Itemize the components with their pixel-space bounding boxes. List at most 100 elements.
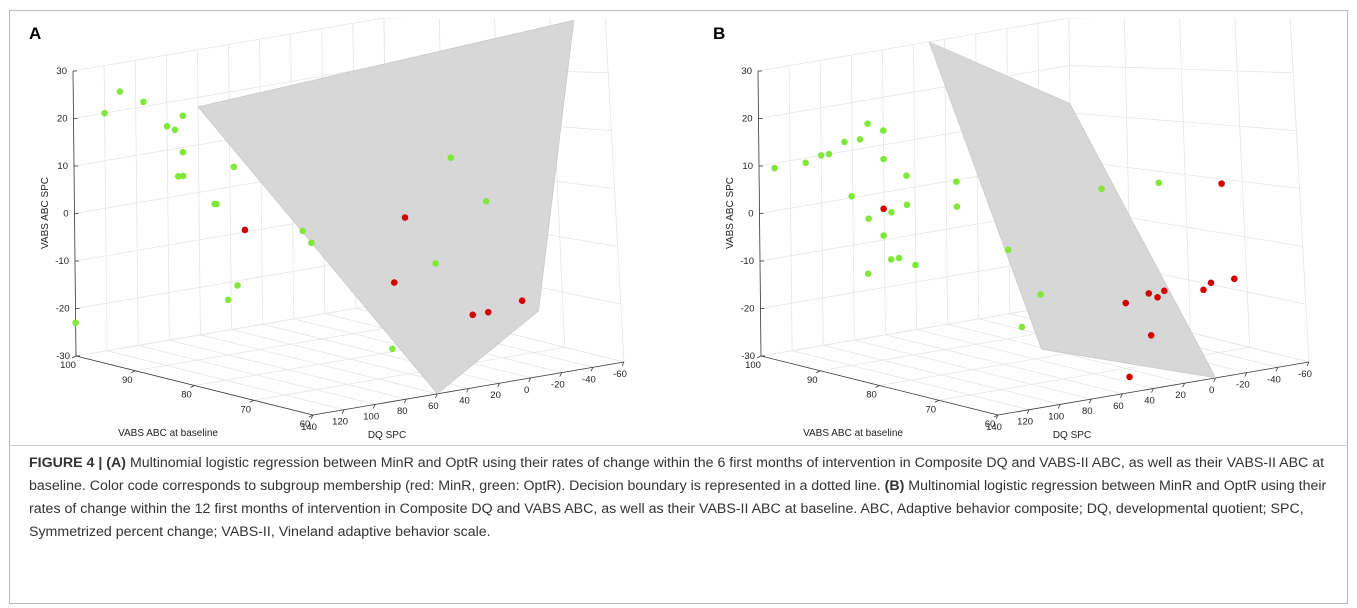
data-point-optr [1018,323,1026,331]
data-point-optr [864,270,872,277]
x-tick-mark [995,414,999,420]
x-tick-mark [621,361,625,367]
grid-line [604,18,625,363]
data-point-optr [887,256,895,263]
data-point-optr [880,155,887,163]
z-tick-label: 0 [748,209,753,220]
data-point-optr [72,319,79,327]
z-axis-label: VABS ABC SPC [40,177,51,249]
grid-line [1069,112,1297,132]
x-tick-mark [1182,383,1185,388]
data-point-optr [825,150,833,158]
data-point-minr [1231,275,1238,283]
x-tick-mark [1275,367,1279,372]
data-point-minr [469,311,477,319]
tick-labels: 140 120 100 80 60 40 20 0 -20 -40 -601009080706030… [740,66,1312,433]
grid-line [1070,160,1300,189]
y-tick-label: 80 [181,390,192,401]
grid-line [1289,18,1310,363]
data-point-optr [101,109,108,117]
data-point-optr [179,112,187,120]
caption-a-text: Multinomial logistic regression between … [29,455,1325,494]
data-point-minr [1122,299,1130,307]
z-tick-label: -10 [740,256,754,267]
data-point-optr [116,88,124,95]
x-tick-mark [497,383,500,388]
x-tick-mark [1244,372,1248,377]
x-tick-label: 100 [363,411,379,422]
y-tick-mark [934,399,939,403]
y-tick-label: 70 [240,404,251,415]
figure-frame [9,10,1348,604]
y-tick-mark [131,370,136,374]
y-tick-label: 70 [925,404,936,415]
grid-line [1234,18,1251,348]
x-tick-label: 120 [1017,417,1033,428]
data-point-optr [817,152,825,159]
z-tick-label: -30 [741,351,755,362]
data-point-optr [864,120,871,127]
data-point-minr [1161,287,1168,295]
data-point-optr [895,254,903,262]
x-tick-label: 140 [301,422,317,433]
data-point-optr [912,261,919,269]
z-tick-label: 30 [741,66,752,77]
series-minr [880,180,1238,381]
z-tick-label: 30 [56,66,67,77]
data-point-minr [1145,290,1153,297]
x-tick-label: -60 [613,369,627,380]
x-tick-label: -20 [551,380,565,391]
grid-line [758,65,1070,119]
x-tick-label: 60 [1113,401,1124,412]
caption-b-tag: (B) [884,478,905,494]
chart-panel-b: 140 120 100 80 60 40 20 0 -20 -40 -601009080706030… [725,18,1312,441]
x-tick-label: 20 [490,390,501,401]
series-optr [72,88,490,353]
y-tick-label: 90 [122,375,133,386]
y-tick-mark [249,399,254,403]
data-point-optr [482,197,490,205]
data-point-optr [953,178,960,185]
data-point-optr [841,138,848,146]
y-tick-label: 60 [300,419,311,430]
x-tick-mark [1306,361,1310,367]
z-tick-label: -20 [56,304,70,315]
grid-line [72,18,385,72]
x-tick-label: 100 [1048,411,1064,422]
x-tick-label: -20 [1236,380,1250,391]
x-tick-mark [341,409,345,414]
x-tick-mark [1213,377,1217,383]
y-tick-mark [816,370,821,374]
data-point-optr [163,123,171,130]
x-tick-mark [372,404,376,409]
data-point-minr [880,205,887,213]
decision-boundary-plane [928,41,1217,379]
data-point-optr [389,345,396,353]
x-tick-label: 0 [1209,385,1214,396]
x-tick-mark [1026,409,1030,414]
data-points [771,120,1238,381]
grid-line [757,18,1070,72]
x-tick-mark [1120,393,1123,398]
data-point-optr [230,163,238,171]
chart-panel-a: 140 120 100 80 60 40 20 0 -20 -40 -601009080706030… [40,18,627,441]
data-point-optr [848,192,855,200]
y-tick-label: 80 [866,390,877,401]
data-point-minr [390,279,398,286]
caption-figure-label: FIGURE 4 | [29,455,107,471]
data-point-minr [1126,373,1133,381]
x-tick-mark [528,377,532,383]
x-tick-mark [559,372,563,377]
data-point-optr [308,239,315,247]
x-tick-label: 40 [1144,396,1155,407]
y-tick-label: 90 [807,375,818,386]
data-point-optr [179,172,187,180]
x-tick-label: -40 [582,374,596,385]
z-tick-label: -20 [741,304,755,315]
data-point-optr [888,209,895,216]
y-tick-mark [308,414,314,418]
data-point-optr [802,159,809,167]
x-tick-label: 80 [1082,406,1093,417]
data-point-optr [140,98,147,106]
z-tick-label: -10 [55,256,69,267]
